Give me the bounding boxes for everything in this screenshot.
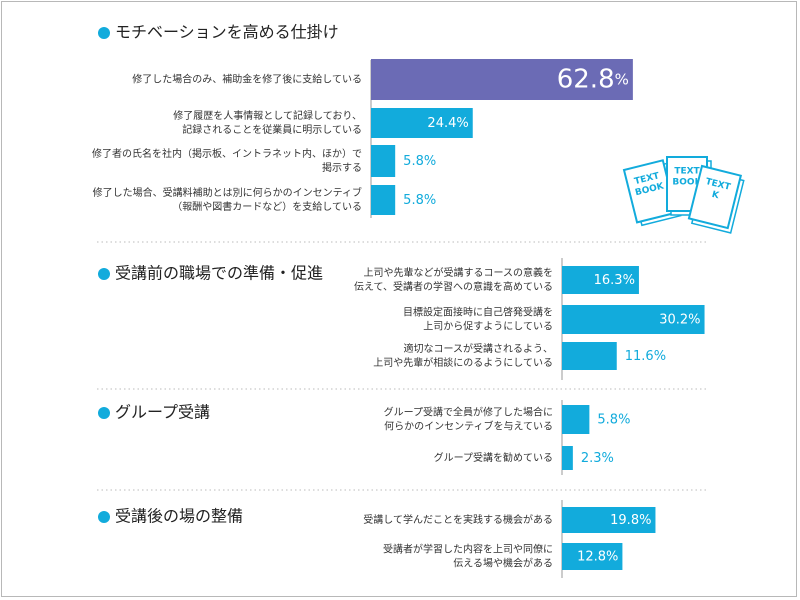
data-label-value: 12.8	[577, 549, 606, 564]
bar	[371, 59, 633, 100]
data-label-value: 5.8	[597, 412, 618, 427]
category-label: 上司から促すようにしている	[423, 320, 553, 333]
chart-group: グループ受講 グループ受講で全員が修了した場合に何らかのインセンティブを与えている…	[98, 400, 630, 475]
data-label-unit: %	[639, 513, 651, 528]
group-title: グループ受講	[115, 403, 210, 422]
category-label: 受講者が学習した内容を上司や同僚に	[383, 543, 553, 556]
book-cover-text: TEXT	[674, 167, 700, 177]
title-bullet-icon	[98, 407, 110, 419]
title-bullet-icon	[98, 268, 110, 280]
data-label: 30.2%	[659, 312, 700, 327]
data-label: 2.3%	[581, 451, 614, 466]
data-label-unit: %	[456, 116, 468, 131]
data-label: 24.4%	[427, 116, 468, 131]
data-label-unit: %	[602, 451, 614, 466]
category-label: 受講して学んだことを実践する機会がある	[363, 513, 553, 526]
data-label: 5.8%	[597, 412, 630, 427]
data-label-unit: %	[623, 273, 635, 288]
data-label-value: 62.8	[557, 64, 615, 94]
data-label-value: 30.2	[659, 312, 688, 327]
category-label: 何らかのインセンティブを与えている	[384, 420, 553, 433]
category-label: 掲示する	[322, 162, 362, 174]
category-label: グループ受講で全員が修了した場合に	[384, 406, 553, 419]
data-label-value: 11.6	[625, 349, 654, 364]
bar	[371, 108, 473, 138]
category-label: グループ受講を勧めている	[434, 451, 553, 464]
group-title: 受講前の職場での準備・促進	[115, 264, 323, 283]
chart-group: 受講後の場の整備 受講して学んだことを実践する機会がある 19.8% 受講者が学習した…	[98, 500, 656, 578]
bar	[562, 405, 590, 434]
bar	[562, 266, 639, 294]
data-label: 5.8%	[403, 193, 436, 208]
bar	[562, 446, 573, 470]
data-label: 5.8%	[403, 154, 436, 169]
bar	[371, 185, 396, 215]
category-label: （報酬や図書カードなど）を支給している	[172, 200, 362, 213]
book-cover-text: K	[711, 190, 721, 202]
data-label: 19.8%	[610, 513, 651, 528]
bar	[562, 507, 656, 533]
category-label: 伝えて、受講者の学習への意識を高めている	[354, 280, 553, 293]
bar	[562, 342, 617, 370]
data-label-unit: %	[688, 312, 700, 327]
chart-group: 受講前の職場での準備・促進 上司や先輩などが受講するコースの意義を伝えて、受講者の…	[98, 258, 705, 380]
category-label: 上司や先輩などが受講するコースの意義を	[364, 266, 554, 279]
group-title: モチベーションを高める仕掛け	[115, 23, 339, 42]
bar	[562, 305, 705, 334]
category-label: 伝える場や機会がある	[453, 557, 553, 570]
category-label: 目標設定面接時に自己啓発受講を	[403, 306, 553, 319]
book-cover	[687, 164, 743, 230]
data-label: 16.3%	[594, 273, 635, 288]
data-label-unit: %	[654, 349, 666, 364]
data-label-value: 24.4	[427, 116, 456, 131]
data-label-value: 5.8	[403, 193, 424, 208]
data-label-unit: %	[615, 70, 629, 88]
category-label: 修了者の氏名を社内（掲示板、イントラネット内、ほか）で	[92, 147, 362, 160]
data-label-unit: %	[606, 549, 618, 564]
data-label-value: 2.3	[581, 451, 602, 466]
data-label: 12.8%	[577, 549, 618, 564]
data-label-unit: %	[424, 193, 436, 208]
data-label: 11.6%	[625, 349, 666, 364]
title-bullet-icon	[98, 27, 110, 39]
category-label: 修了履歴を人事情報として記録しており、	[173, 109, 362, 122]
category-label: 上司や先輩が相談にのるようにしている	[373, 356, 553, 369]
data-label-unit: %	[424, 154, 436, 169]
category-label: 記録されることを従業員に明示している	[182, 123, 362, 136]
data-label-value: 19.8	[610, 513, 639, 528]
title-bullet-icon	[98, 511, 110, 523]
group-title: 受講後の場の整備	[115, 507, 243, 526]
data-label-value: 5.8	[403, 154, 424, 169]
category-label: 適切なコースが受講されるよう、	[404, 342, 554, 355]
book-cover-text: BOOK	[672, 178, 702, 188]
data-label-value: 16.3	[594, 273, 623, 288]
data-label-unit: %	[618, 412, 630, 427]
category-label: 修了した場合のみ、補助金を修了後に支給している	[132, 73, 362, 86]
category-label: 修了した場合、受講料補助とは別に何らかのインセンティブ	[93, 186, 362, 199]
bar	[562, 543, 623, 570]
bar	[371, 145, 396, 177]
data-label: 62.8%	[557, 64, 629, 94]
